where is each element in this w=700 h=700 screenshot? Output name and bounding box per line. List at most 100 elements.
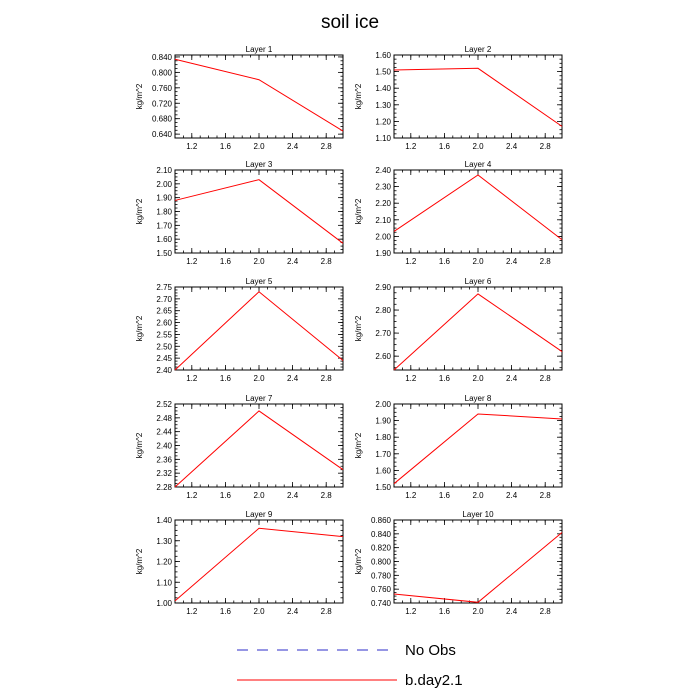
panel-title: Layer 1 xyxy=(246,45,273,54)
x-tick-label: 2.4 xyxy=(287,257,299,266)
x-tick-label: 1.2 xyxy=(405,607,417,616)
x-tick-label: 2.4 xyxy=(506,257,518,266)
y-tick-label: 2.75 xyxy=(156,283,172,292)
panel-title: Layer 8 xyxy=(465,394,492,403)
y-tick-label: 0.760 xyxy=(152,84,173,93)
plot-frame xyxy=(174,169,344,254)
x-tick-label: 2.0 xyxy=(472,374,484,383)
plot-frame xyxy=(393,286,563,371)
y-axis-label: kg/m^2 xyxy=(135,548,144,574)
y-tick-label: 1.50 xyxy=(375,483,391,492)
y-axis-label: kg/m^2 xyxy=(135,198,144,224)
series-line-1 xyxy=(393,67,563,127)
x-tick-label: 2.8 xyxy=(540,257,552,266)
x-tick-label: 2.4 xyxy=(287,491,299,500)
panel-title: Layer 7 xyxy=(246,394,273,403)
panel-layer-5: Layer 5 kg/m^2 2.40 2.45 2.50 2.55 2.60 2.65 2.7… xyxy=(135,277,344,383)
y-tick-label: 1.20 xyxy=(156,558,172,567)
y-tick-label: 2.10 xyxy=(375,216,391,225)
panel-layer-3: Layer 3 kg/m^2 1.50 1.60 1.70 1.80 1.90 2.00 2.1… xyxy=(135,160,344,266)
x-tick-label: 2.8 xyxy=(321,607,333,616)
series-line-1 xyxy=(174,291,344,371)
x-tick-label: 1.2 xyxy=(405,257,417,266)
legend: No Obs b.day2.1 xyxy=(237,642,463,689)
x-tick-label: 1.2 xyxy=(186,607,198,616)
x-tick-label: 1.2 xyxy=(186,374,198,383)
y-axis-label: kg/m^2 xyxy=(354,432,363,458)
panel-layer-10: Layer 10 kg/m^2 0.740 0.760 0.780 0.800 0.820 0… xyxy=(354,510,563,616)
y-tick-label: 2.55 xyxy=(156,330,172,339)
x-tick-label: 1.6 xyxy=(220,607,232,616)
x-tick-label: 1.6 xyxy=(439,491,451,500)
panel-layer-7: Layer 7 kg/m^2 2.28 2.32 2.36 2.40 2.44 2.48 2.5… xyxy=(135,394,344,500)
series-line-1 xyxy=(174,179,344,244)
y-axis-label: kg/m^2 xyxy=(135,432,144,458)
y-tick-label: 2.52 xyxy=(156,400,172,409)
series-line-1 xyxy=(393,293,563,371)
series-line-1 xyxy=(174,527,344,602)
x-tick-label: 1.2 xyxy=(405,374,417,383)
x-tick-label: 2.4 xyxy=(287,607,299,616)
y-tick-label: 2.30 xyxy=(375,183,391,192)
x-tick-label: 2.4 xyxy=(506,607,518,616)
plot-frame xyxy=(393,403,563,488)
x-tick-label: 2.0 xyxy=(253,607,265,616)
x-tick-label: 1.6 xyxy=(439,257,451,266)
y-tick-label: 2.90 xyxy=(375,283,391,292)
x-tick-label: 1.6 xyxy=(220,257,232,266)
x-tick-label: 2.8 xyxy=(540,607,552,616)
x-tick-label: 2.0 xyxy=(253,257,265,266)
x-tick-label: 1.6 xyxy=(220,374,232,383)
y-tick-label: 0.860 xyxy=(371,516,392,525)
y-tick-label: 2.44 xyxy=(156,428,172,437)
y-tick-label: 1.00 xyxy=(156,599,172,608)
x-tick-label: 2.0 xyxy=(253,374,265,383)
x-tick-label: 1.2 xyxy=(405,142,417,151)
y-tick-label: 1.10 xyxy=(375,134,391,143)
plot-frame xyxy=(174,519,344,604)
y-tick-label: 0.720 xyxy=(152,99,173,108)
y-axis-label: kg/m^2 xyxy=(354,548,363,574)
y-tick-label: 2.10 xyxy=(156,166,172,175)
x-tick-label: 2.4 xyxy=(506,491,518,500)
y-tick-label: 2.20 xyxy=(375,199,391,208)
y-tick-label: 0.820 xyxy=(371,544,392,553)
y-tick-label: 2.70 xyxy=(375,329,391,338)
x-tick-label: 1.6 xyxy=(439,142,451,151)
y-tick-label: 1.90 xyxy=(375,417,391,426)
panel-layer-6: Layer 6 kg/m^2 2.60 2.70 2.80 2.90 1.2 1.6 2.0 2.… xyxy=(354,277,563,383)
panel-title: Layer 3 xyxy=(246,160,273,169)
y-tick-label: 1.70 xyxy=(156,221,172,230)
figure-title: soil ice xyxy=(321,12,379,33)
y-tick-label: 0.740 xyxy=(371,599,392,608)
x-tick-label: 1.2 xyxy=(186,142,198,151)
x-tick-label: 2.0 xyxy=(472,491,484,500)
y-tick-label: 1.30 xyxy=(156,537,172,546)
y-tick-label: 2.00 xyxy=(375,232,391,241)
y-tick-label: 1.60 xyxy=(156,235,172,244)
y-tick-label: 2.32 xyxy=(156,469,172,478)
y-tick-label: 1.50 xyxy=(156,249,172,258)
panel-title: Layer 4 xyxy=(465,160,492,169)
y-tick-label: 2.50 xyxy=(156,342,172,351)
y-tick-label: 0.800 xyxy=(371,558,392,567)
x-tick-label: 1.6 xyxy=(439,607,451,616)
x-tick-label: 2.4 xyxy=(287,374,299,383)
y-tick-label: 1.90 xyxy=(156,194,172,203)
y-tick-label: 1.80 xyxy=(156,208,172,217)
plot-frame xyxy=(174,403,344,488)
y-axis-label: kg/m^2 xyxy=(354,198,363,224)
y-tick-label: 2.70 xyxy=(156,295,172,304)
y-tick-label: 1.40 xyxy=(156,516,172,525)
panel-layer-9: Layer 9 kg/m^2 1.00 1.10 1.20 1.30 1.40 1.2 1.6 2… xyxy=(135,510,344,616)
panel-layer-8: Layer 8 kg/m^2 1.50 1.60 1.70 1.80 1.90 2.00 1.2… xyxy=(354,394,563,500)
y-tick-label: 2.00 xyxy=(375,400,391,409)
y-tick-label: 1.20 xyxy=(375,117,391,126)
series-line-1 xyxy=(393,174,563,241)
y-tick-label: 0.760 xyxy=(371,585,392,594)
y-tick-label: 1.40 xyxy=(375,84,391,93)
y-axis-label: kg/m^2 xyxy=(354,83,363,109)
y-tick-label: 0.780 xyxy=(371,571,392,580)
